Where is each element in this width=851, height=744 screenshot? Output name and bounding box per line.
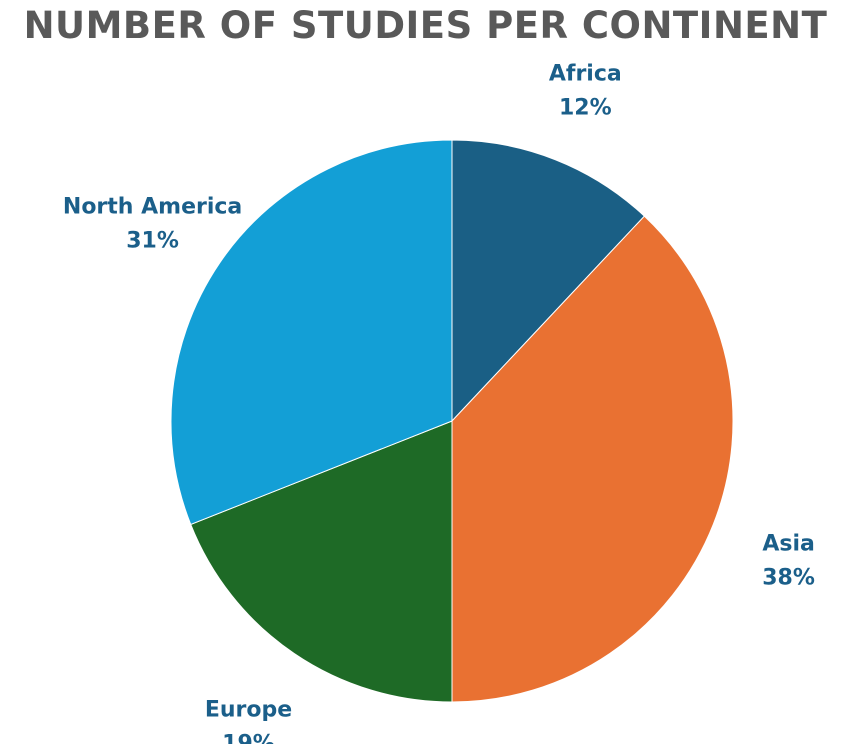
slice-label-asia: Asia — [762, 531, 815, 556]
slice-label-africa: Africa — [549, 61, 622, 86]
slice-label-north-america: North America — [63, 195, 242, 220]
slice-label-europe: Europe — [205, 697, 292, 722]
pie-slice-africa — [451, 139, 646, 423]
pie-slice-north-america — [170, 139, 453, 526]
pie-slice-europe — [190, 420, 453, 703]
slice-value-europe: 19% — [222, 731, 275, 744]
slice-value-asia: 38% — [762, 565, 815, 590]
slice-value-north-america: 31% — [126, 229, 179, 254]
pie-slice-asia — [451, 215, 734, 703]
slice-value-africa: 12% — [559, 95, 612, 120]
chart-title: NUMBER OF STUDIES PER CONTINENT — [23, 4, 828, 47]
